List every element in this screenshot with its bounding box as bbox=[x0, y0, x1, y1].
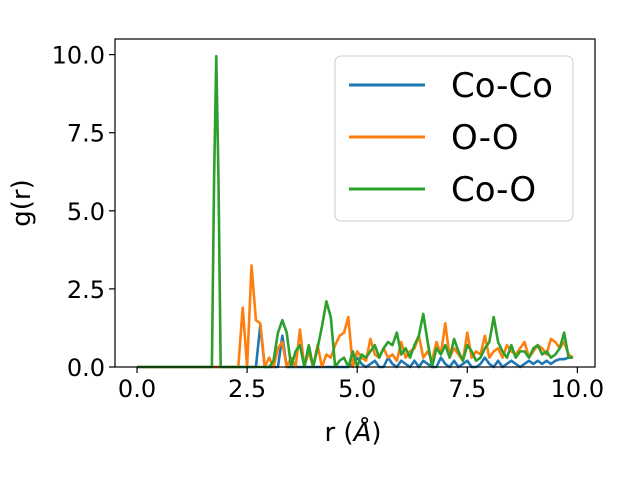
y-tick-label: 7.5 bbox=[67, 120, 105, 148]
y-tick-label: 5.0 bbox=[67, 198, 105, 226]
y-tick-label: 2.5 bbox=[67, 276, 105, 304]
x-tick-label: 10.0 bbox=[551, 375, 604, 403]
x-tick-label: 0.0 bbox=[118, 375, 156, 403]
y-tick-label: 0.0 bbox=[67, 354, 105, 382]
y-axis-title: g(r) bbox=[7, 179, 37, 226]
x-tick-label: 7.5 bbox=[448, 375, 486, 403]
y-axis: 0.0 2.5 5.0 7.5 10.0 bbox=[52, 42, 115, 382]
legend-label-co-o: Co-O bbox=[451, 170, 536, 210]
series-line-o-o bbox=[137, 264, 574, 369]
plot-frame bbox=[114, 38, 596, 368]
legend-box bbox=[334, 55, 574, 222]
x-axis: 0.0 2.5 5.0 7.5 10.0 bbox=[118, 367, 604, 403]
x-axis-title: r (Å) bbox=[324, 416, 381, 448]
legend: Co-Co O-O Co-O bbox=[334, 55, 574, 222]
x-tick-label: 5.0 bbox=[338, 375, 376, 403]
x-tick-label: 2.5 bbox=[228, 375, 266, 403]
legend-label-o-o: O-O bbox=[451, 118, 519, 158]
legend-label-co-co: Co-Co bbox=[451, 66, 553, 106]
y-tick-label: 10.0 bbox=[52, 42, 105, 70]
